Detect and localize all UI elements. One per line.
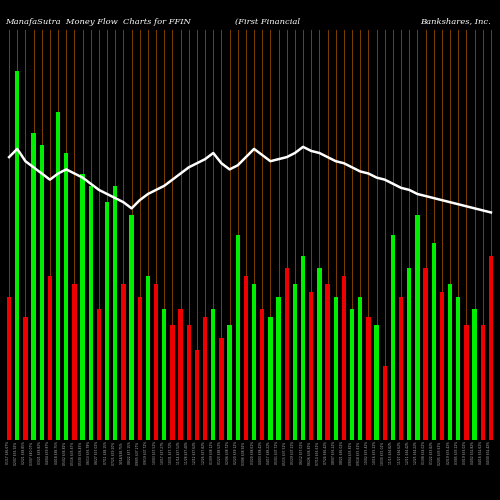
Bar <box>382 366 387 440</box>
Text: (First Financial: (First Financial <box>235 18 300 25</box>
Bar <box>326 284 330 440</box>
Bar <box>219 338 224 440</box>
Bar <box>211 309 216 440</box>
Bar <box>301 256 306 440</box>
Bar <box>334 296 338 440</box>
Bar <box>244 276 248 440</box>
Bar <box>236 235 240 440</box>
Bar <box>309 292 314 440</box>
Bar <box>472 309 477 440</box>
Bar <box>121 284 126 440</box>
Bar <box>317 268 322 440</box>
Bar <box>448 284 452 440</box>
Bar <box>88 186 93 440</box>
Bar <box>407 268 412 440</box>
Bar <box>464 325 468 440</box>
Bar <box>162 309 166 440</box>
Bar <box>56 112 60 440</box>
Bar <box>260 309 264 440</box>
Bar <box>203 317 207 440</box>
Bar <box>399 296 404 440</box>
Bar <box>440 292 444 440</box>
Bar <box>390 235 395 440</box>
Bar <box>252 284 256 440</box>
Bar <box>72 284 76 440</box>
Bar <box>64 153 68 440</box>
Bar <box>32 132 36 440</box>
Bar <box>138 296 142 440</box>
Bar <box>415 214 420 440</box>
Bar <box>350 309 354 440</box>
Text: ManafaSutra  Money Flow  Charts for FFIN: ManafaSutra Money Flow Charts for FFIN <box>5 18 191 25</box>
Bar <box>146 276 150 440</box>
Bar <box>268 317 272 440</box>
Bar <box>113 186 117 440</box>
Text: Bankshares, Inc.: Bankshares, Inc. <box>420 18 491 25</box>
Bar <box>374 325 379 440</box>
Bar <box>432 243 436 440</box>
Bar <box>194 350 199 440</box>
Bar <box>105 202 110 440</box>
Bar <box>276 296 281 440</box>
Bar <box>488 256 493 440</box>
Bar <box>358 296 362 440</box>
Bar <box>7 296 12 440</box>
Bar <box>40 145 44 440</box>
Bar <box>456 296 460 440</box>
Bar <box>228 325 232 440</box>
Bar <box>480 325 485 440</box>
Bar <box>366 317 370 440</box>
Bar <box>186 325 191 440</box>
Bar <box>424 268 428 440</box>
Bar <box>23 317 28 440</box>
Bar <box>292 284 297 440</box>
Bar <box>48 276 52 440</box>
Bar <box>284 268 289 440</box>
Bar <box>130 214 134 440</box>
Bar <box>80 174 85 440</box>
Bar <box>178 309 183 440</box>
Bar <box>170 325 174 440</box>
Bar <box>342 276 346 440</box>
Bar <box>15 71 20 440</box>
Bar <box>154 284 158 440</box>
Bar <box>96 309 101 440</box>
